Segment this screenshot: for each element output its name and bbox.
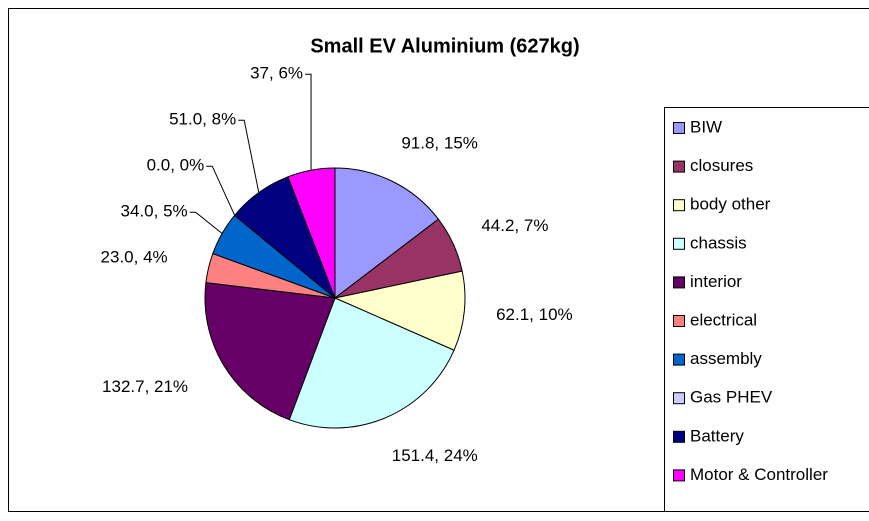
legend-label: assembly	[690, 349, 762, 368]
legend-swatch	[673, 430, 685, 443]
legend-swatch	[673, 199, 685, 212]
data-label: 151.4, 24%	[392, 446, 478, 465]
leader-line	[206, 165, 236, 216]
legend-label: interior	[690, 272, 742, 291]
legend-label: closures	[690, 156, 753, 175]
pie-slice	[204, 282, 336, 421]
leader-line	[238, 119, 260, 193]
legend-swatch	[673, 276, 685, 289]
legend-swatch	[673, 392, 685, 405]
legend-label: chassis	[690, 233, 747, 252]
legend-swatch	[673, 315, 685, 327]
legend-label: Motor & Controller	[690, 465, 828, 484]
data-label: 51.0, 8%	[169, 110, 236, 129]
pie-slice	[288, 297, 455, 429]
data-label: 44.2, 7%	[481, 216, 548, 235]
legend-label: Gas PHEV	[690, 388, 773, 407]
leader-line	[189, 211, 223, 234]
data-label: 37, 6%	[250, 64, 303, 83]
data-label: 62.1, 10%	[496, 305, 573, 324]
legend-swatch	[673, 237, 685, 250]
data-label: 23.0, 4%	[101, 248, 168, 267]
chart-title: Small EV Aluminium (627kg)	[310, 35, 579, 57]
leader-line	[305, 73, 312, 171]
legend-label: Battery	[690, 426, 744, 445]
legend-label: body other	[690, 195, 771, 214]
data-label: 132.7, 21%	[102, 377, 188, 396]
pie-slice	[333, 270, 466, 351]
legend-label: electrical	[690, 310, 757, 329]
data-label: 0.0, 0%	[147, 156, 205, 175]
legend-swatch	[673, 353, 685, 366]
legend-box	[664, 107, 869, 512]
pie-slice	[334, 167, 440, 300]
legend-swatch	[673, 160, 685, 173]
legend-swatch	[673, 122, 685, 134]
data-label: 91.8, 15%	[401, 133, 478, 152]
legend-label: BIW	[690, 117, 722, 136]
legend-swatch	[673, 469, 685, 482]
data-label: 34.0, 5%	[121, 202, 188, 221]
